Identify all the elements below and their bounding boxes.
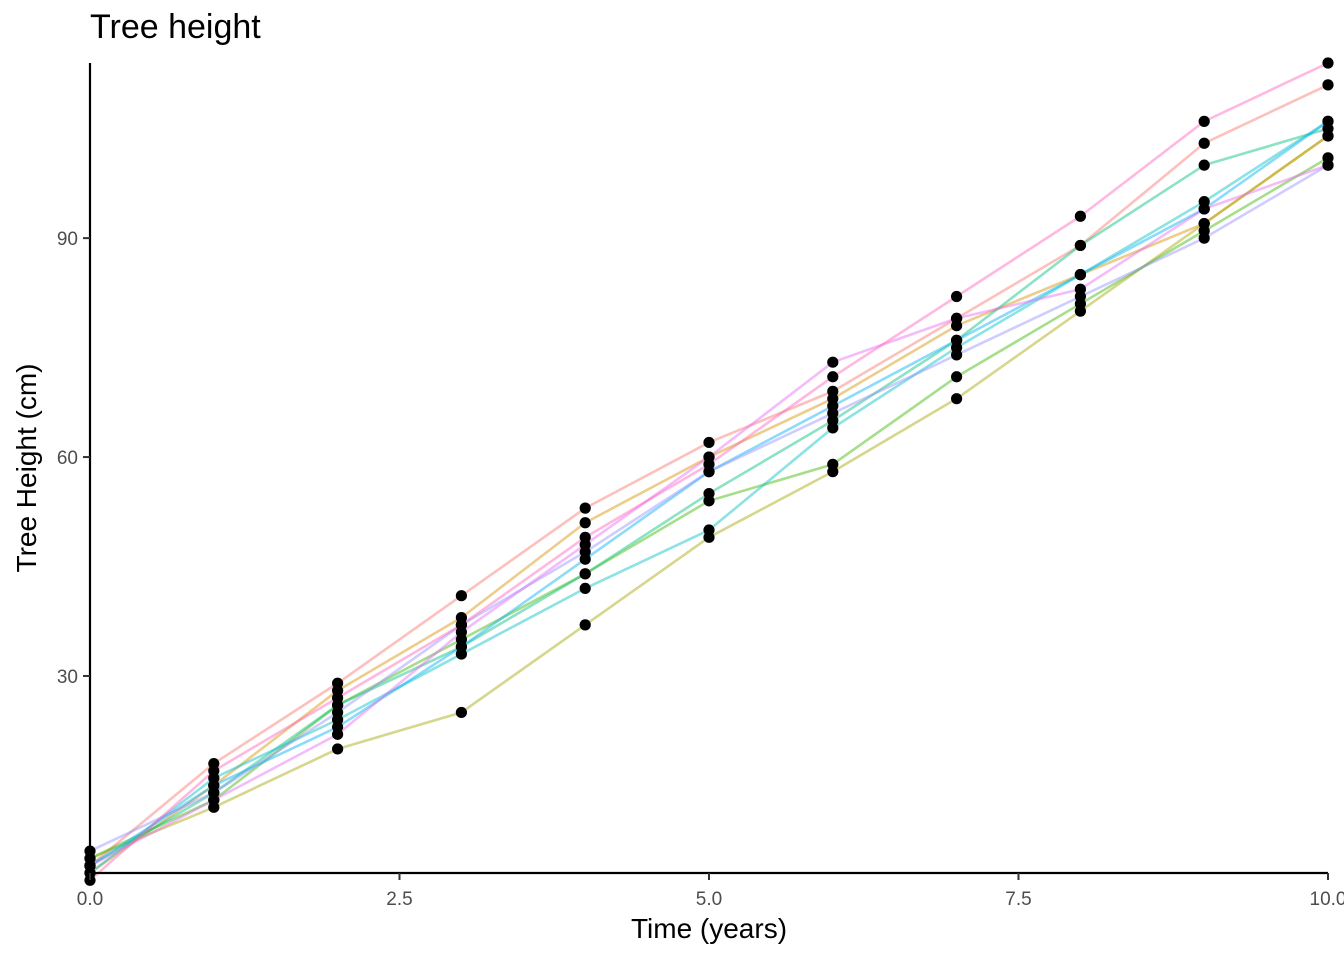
- data-point-s9-x6: [827, 356, 839, 368]
- data-point-s5-x5: [703, 487, 715, 500]
- data-points: [84, 57, 1334, 886]
- x-tick-label: 10.0: [1310, 889, 1344, 910]
- data-point-s9-x1: [208, 794, 220, 806]
- data-point-s1-x10: [1322, 79, 1334, 91]
- x-axis-title: Time (years): [631, 913, 787, 944]
- x-axis-ticks: 0.0 2.5 5.0 7.5 10.0: [77, 873, 1344, 910]
- data-point-s5-x4: [579, 568, 591, 580]
- data-point-s7-x3: [455, 641, 467, 653]
- data-point-s10-x6: [827, 371, 839, 383]
- y-tick-label: 90: [57, 229, 78, 250]
- x-tick-label: 5.0: [696, 889, 722, 910]
- data-point-s4-x7: [951, 371, 963, 383]
- data-point-s1-x4: [579, 502, 591, 514]
- data-point-s1-x9: [1198, 137, 1210, 149]
- data-point-s9-x10: [1322, 159, 1334, 171]
- data-point-s10-x4: [579, 531, 591, 543]
- data-point-s7-x10: [1322, 115, 1334, 127]
- data-point-s1-x3: [455, 590, 467, 602]
- data-point-s6-x5: [703, 524, 715, 536]
- data-point-s10-x3: [455, 619, 467, 631]
- data-point-s10-x8: [1074, 210, 1086, 222]
- data-point-s8-x9: [1198, 232, 1210, 244]
- data-point-s10-x1: [208, 765, 220, 777]
- data-point-s7-x7: [951, 334, 963, 346]
- data-point-s6-x6: [827, 422, 839, 434]
- data-point-s5-x9: [1198, 159, 1210, 171]
- data-point-s2-x4: [579, 517, 591, 529]
- data-point-s6-x4: [579, 582, 591, 595]
- y-axis-title: Tree Height (cm): [11, 363, 42, 572]
- y-tick-label: 60: [57, 448, 78, 469]
- data-point-s4-x6: [827, 458, 839, 470]
- data-point-s10-x0: [84, 874, 96, 886]
- y-axis-ticks: 30 60 90: [57, 229, 90, 688]
- data-point-s10-x10: [1322, 57, 1334, 69]
- data-point-s9-x9: [1198, 203, 1210, 215]
- data-point-s10-x2: [332, 692, 344, 704]
- x-tick-label: 2.5: [386, 889, 412, 910]
- y-tick-label: 30: [57, 667, 78, 688]
- data-point-s3-x3: [455, 706, 467, 719]
- x-tick-label: 0.0: [77, 889, 103, 910]
- data-point-s10-x5: [703, 458, 715, 470]
- data-point-s3-x2: [332, 743, 344, 755]
- data-point-s10-x7: [951, 290, 963, 303]
- data-point-s3-x7: [951, 393, 963, 405]
- data-point-s10-x9: [1198, 115, 1210, 127]
- data-point-s9-x8: [1074, 283, 1086, 295]
- data-point-s8-x6: [827, 407, 839, 419]
- chart-title: Tree height: [90, 8, 261, 46]
- data-point-s3-x4: [579, 619, 591, 631]
- x-tick-label: 7.5: [1005, 889, 1031, 910]
- data-point-s8-x2: [332, 706, 344, 719]
- data-point-s9-x7: [951, 312, 963, 325]
- data-point-s1-x5: [703, 436, 715, 449]
- series-line-9: [89, 163, 1329, 867]
- data-point-s5-x8: [1074, 239, 1086, 252]
- data-point-s9-x2: [332, 728, 344, 740]
- data-point-s7-x8: [1074, 269, 1086, 281]
- data-point-s8-x7: [951, 349, 963, 361]
